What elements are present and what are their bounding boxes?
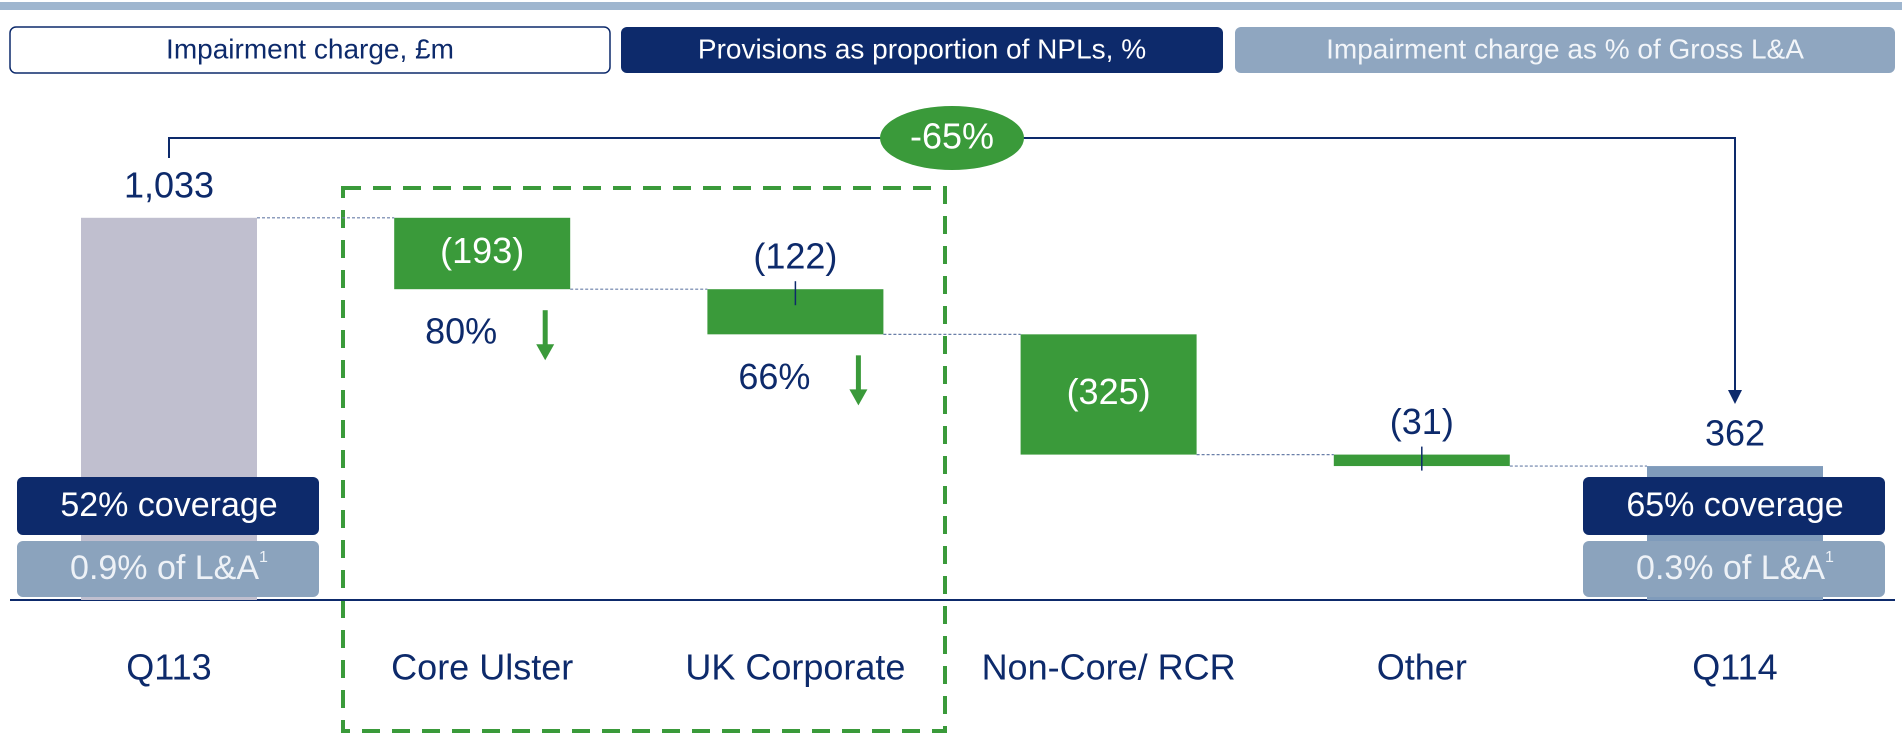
coverage-label: 52% coverage xyxy=(60,486,277,524)
footnote-mark: 1 xyxy=(259,549,268,566)
value-label: (122) xyxy=(753,236,837,277)
legend-box xyxy=(9,26,611,74)
loan-ratio-text: 0.9% of L&A xyxy=(70,549,259,587)
x-tick-label: Non-Core/ RCR xyxy=(982,647,1236,688)
loan-ratio-label: 0.9% of L&A1 xyxy=(70,549,268,587)
segment-note: 80% xyxy=(425,311,497,352)
coverage-box xyxy=(1583,477,1885,535)
legend-label: Impairment charge, £m xyxy=(166,33,454,64)
loan-ratio-box xyxy=(17,541,319,597)
arrow-head xyxy=(536,344,555,361)
coverage-label: 65% coverage xyxy=(1626,486,1843,524)
arrow-head xyxy=(849,389,868,406)
footnote-mark: 1 xyxy=(1825,549,1834,566)
x-tick-label: UK Corporate xyxy=(685,647,905,688)
value-label: 1,033 xyxy=(124,164,214,205)
legend-label: Impairment charge as % of Gross L&A xyxy=(1326,33,1804,64)
x-tick-label: Q114 xyxy=(1692,647,1777,688)
highlight-box xyxy=(341,186,947,733)
bar xyxy=(81,217,257,601)
loan-ratio-text: 0.3% of L&A xyxy=(1636,549,1825,587)
value-label: (31) xyxy=(1390,401,1454,442)
arrow-head xyxy=(1728,390,1742,404)
loan-ratio-box xyxy=(1583,541,1885,597)
value-label: (193) xyxy=(440,230,524,271)
segment-note: 66% xyxy=(738,356,810,397)
change-badge xyxy=(880,106,1024,170)
bar xyxy=(1020,334,1197,455)
x-tick-label: Core Ulster xyxy=(391,647,573,688)
change-label: -65% xyxy=(910,116,994,157)
x-tick-label: Other xyxy=(1377,647,1467,688)
bar xyxy=(394,217,571,290)
legend-box xyxy=(1235,27,1895,73)
loan-ratio-label: 0.3% of L&A1 xyxy=(1636,549,1834,587)
value-label: 362 xyxy=(1705,413,1765,454)
legend-box xyxy=(621,27,1223,73)
value-label: (325) xyxy=(1067,371,1151,412)
legend-label: Provisions as proportion of NPLs, % xyxy=(698,33,1146,64)
top-rule xyxy=(0,2,1902,10)
coverage-box xyxy=(17,477,319,535)
x-tick-label: Q113 xyxy=(126,647,211,688)
